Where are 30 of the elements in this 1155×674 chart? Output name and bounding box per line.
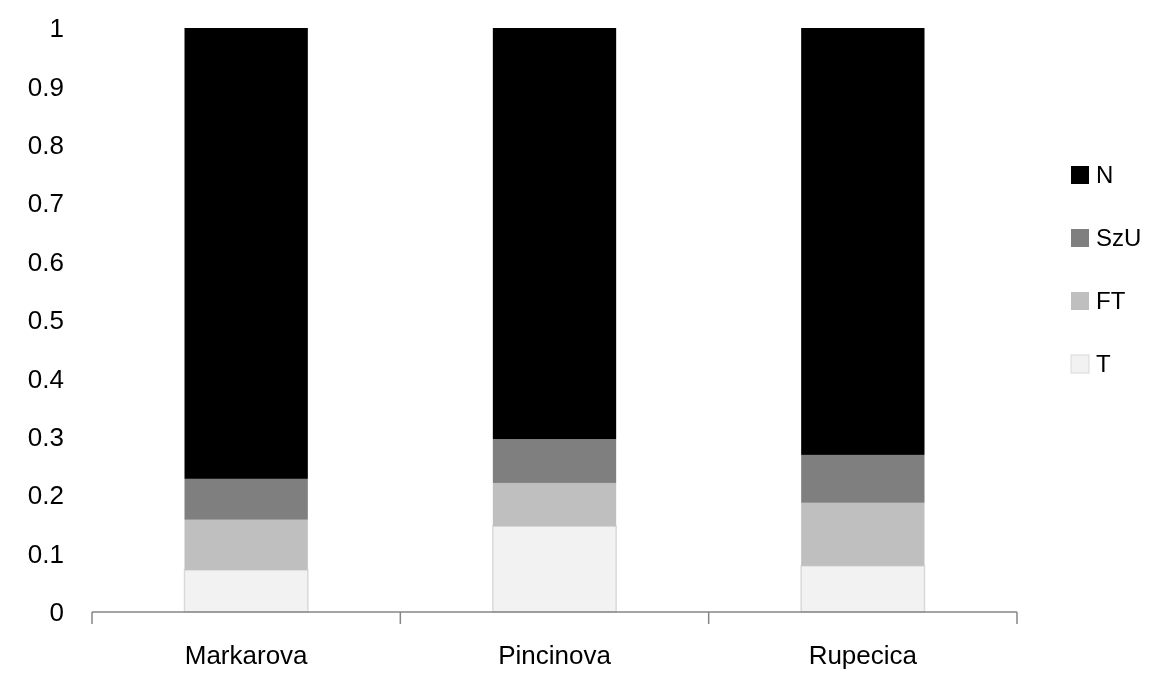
y-tick-label: 0.9 bbox=[27, 71, 64, 102]
y-tick-label: 1 bbox=[49, 13, 64, 44]
bar bbox=[492, 482, 617, 527]
legend-label: FT bbox=[1096, 287, 1126, 315]
x-tick-label: Markarova bbox=[184, 640, 309, 670]
y-tick-label: 0.8 bbox=[27, 129, 64, 160]
y-tick-label: 0 bbox=[49, 597, 64, 628]
bar bbox=[184, 478, 308, 520]
bar bbox=[183, 569, 309, 613]
bar bbox=[492, 439, 617, 483]
bar bbox=[492, 28, 617, 440]
bar bbox=[801, 502, 925, 566]
bar bbox=[800, 565, 926, 613]
bar bbox=[492, 525, 617, 613]
y-tick-label: 0.7 bbox=[27, 188, 64, 219]
x-tick-label: Rupecica bbox=[808, 640, 918, 670]
bar bbox=[184, 519, 308, 570]
x-tick-label: Pincinova bbox=[498, 640, 612, 670]
bar bbox=[801, 28, 925, 455]
y-tick-label: 0.5 bbox=[27, 305, 64, 336]
y-tick-label: 0.4 bbox=[27, 363, 64, 394]
y-tick-label: 0.3 bbox=[27, 421, 64, 452]
y-tick-label: 0.6 bbox=[27, 246, 64, 277]
legend-label: N bbox=[1096, 161, 1114, 189]
bar bbox=[801, 454, 925, 503]
bar bbox=[184, 28, 308, 479]
y-tick-label: 0.1 bbox=[27, 538, 64, 569]
legend-label: T bbox=[1096, 350, 1111, 378]
y-tick-label: 0.2 bbox=[27, 480, 64, 511]
legend-label: SzU bbox=[1096, 224, 1142, 252]
